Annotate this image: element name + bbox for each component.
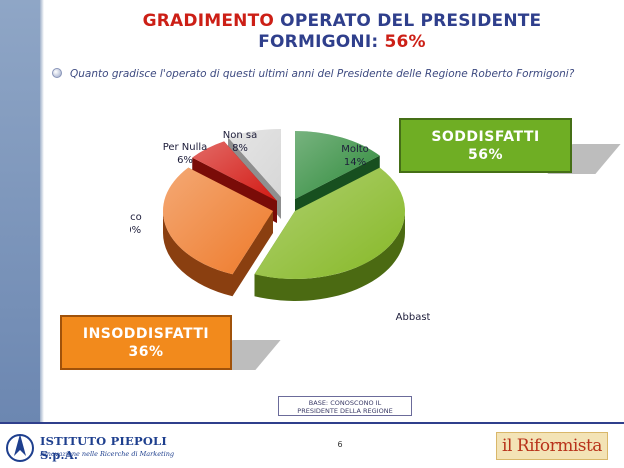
- dissatisfied-value: 36%: [128, 344, 164, 360]
- satisfied-label: SODDISFATTI: [431, 129, 540, 145]
- value-per-nulla: 6%: [177, 155, 193, 166]
- label-per-nulla: Per Nulla: [163, 142, 208, 153]
- value-molto: 14%: [344, 157, 366, 168]
- piepoli-emblem-icon: [6, 434, 34, 462]
- satisfied-box: SODDISFATTI 56%: [399, 118, 572, 173]
- base-note-line2: PRESIDENTE DELLA REGIONE: [297, 407, 393, 415]
- title-highlight: GRADIMENTO: [142, 11, 275, 31]
- dissatisfied-box: INSODDISFATTI 36%: [60, 315, 232, 370]
- slice-gloss-per-nulla: [192, 141, 277, 201]
- piepoli-name: ISTITUTO PIEPOLI S.p.A.: [40, 434, 167, 462]
- title-line2-text: FORMIGONI:: [258, 32, 385, 52]
- slice-gloss-non-sa: [228, 129, 281, 197]
- survey-question: Quanto gradisce l'operato di questi ulti…: [52, 68, 624, 80]
- pie-slices: [162, 129, 406, 301]
- value-non-sa: 8%: [232, 143, 248, 154]
- satisfied-value: 56%: [467, 147, 503, 163]
- page-number: 6: [337, 440, 343, 449]
- label-non-sa: Non sa: [223, 130, 257, 141]
- dissatisfied-label: INSODDISFATTI: [82, 326, 210, 342]
- piepoli-tagline: Innovazione nelle Ricerche di Marketing: [40, 450, 175, 458]
- label-abbastanza: Abbastanza: [396, 312, 430, 320]
- slice-wall-poco: [232, 211, 273, 297]
- base-note: BASE: CONOSCONO IL PRESIDENTE DELLA REGI…: [278, 396, 412, 416]
- slice-gloss-poco: [162, 167, 273, 275]
- sidebar-shade: [40, 0, 44, 422]
- question-text: Quanto gradisce l'operato di questi ulti…: [70, 68, 575, 80]
- piepoli-logo: ISTITUTO PIEPOLI S.p.A. Innovazione nell…: [4, 428, 194, 466]
- label-poco: Poco: [130, 212, 142, 223]
- value-poco: 30%: [130, 225, 141, 236]
- base-note-line1: BASE: CONOSCONO IL: [308, 399, 382, 407]
- slice-gloss-abbastanza: [254, 167, 406, 279]
- page-title: GRADIMENTO OPERATO DEL PRESIDENTE FORMIG…: [60, 11, 624, 53]
- label-molto: Molto: [341, 144, 369, 155]
- slice-side-poco: [163, 211, 233, 297]
- title-line1-rest: OPERATO DEL PRESIDENTE: [274, 11, 542, 31]
- footer-divider: [0, 422, 624, 424]
- left-sidebar-band: [0, 0, 40, 422]
- bullet-icon: [52, 68, 62, 78]
- title-line2-value: 56%: [384, 32, 426, 52]
- riformista-logo: il Riformista: [496, 432, 608, 460]
- slice-side-abbastanza: [254, 211, 405, 301]
- slice-gloss-molto: [295, 131, 380, 199]
